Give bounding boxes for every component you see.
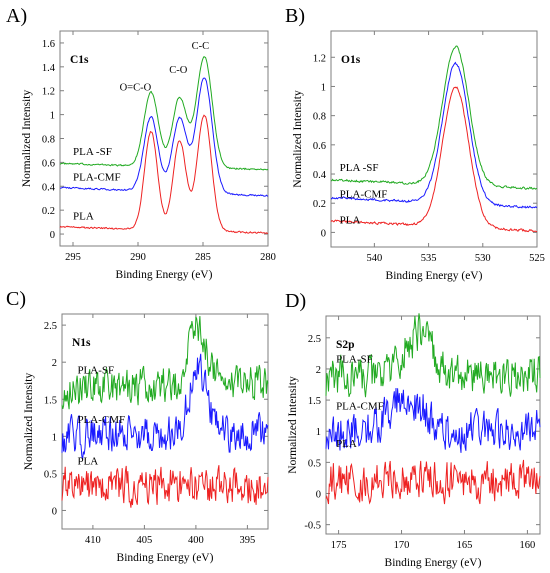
panel-label: C) [6, 288, 26, 310]
x-tick-label: 290 [130, 252, 146, 263]
x-tick-label: 165 [457, 540, 473, 551]
y-tick-label: 1.5 [308, 396, 321, 407]
y-tick-label: 0.4 [313, 170, 327, 181]
series-label: PLA-SF [77, 364, 114, 376]
y-tick-label: 1.4 [42, 63, 56, 74]
chart-title: S2p [336, 339, 355, 351]
y-axis-label: Normalized Intensity [292, 90, 304, 188]
x-tick-label: 530 [475, 253, 491, 264]
series-line-red [330, 86, 538, 233]
series-line-blue [61, 353, 269, 460]
series-line-red [325, 459, 541, 505]
series-label: PLA [77, 456, 98, 468]
chart-title: N1s [72, 337, 91, 349]
y-tick-label: 0.6 [42, 158, 55, 169]
panel-label: A) [6, 5, 27, 27]
chart-panel-2: B) 0 0.2 0.4 0.6 0.8 1 1.2 540 535 530 525 Binding E… [285, 5, 545, 282]
series-label: PLA-CMF [73, 171, 121, 183]
x-tick-label: 170 [394, 540, 410, 551]
x-axis-label: Binding Energy (eV) [116, 269, 213, 281]
x-tick-label: 405 [137, 535, 153, 546]
peak-label: C-C [192, 41, 210, 52]
y-tick-label: 1.5 [44, 395, 57, 406]
chart-panel-4: D) -0.5 0 0.5 1 1.5 2 2.5 175 170 165 160 Binding En… [285, 290, 541, 569]
series-line-blue [59, 77, 269, 197]
x-axis-label: Binding Energy (eV) [385, 557, 482, 569]
x-tick-label: 160 [520, 540, 536, 551]
y-tick-label: 0.5 [308, 458, 321, 469]
series-label: PLA -SF [73, 146, 112, 158]
series-label: PLA-CMF [336, 400, 384, 412]
series-line-red [59, 114, 269, 234]
chart-title: O1s [341, 54, 361, 66]
series-label: PLA [73, 211, 94, 223]
chart-panel-1: A) 0 0.2 0.4 0.6 0.8 1 1.2 1.4 1.6 295 290 285 280 Bin… [6, 5, 276, 281]
y-tick-label: 1 [316, 427, 321, 438]
y-tick-label: 0.2 [42, 206, 55, 217]
x-axis-label: Binding Energy (eV) [117, 552, 214, 564]
y-tick-label: 0 [52, 506, 57, 517]
x-tick-label: 400 [188, 535, 204, 546]
y-tick-label: -0.5 [304, 521, 321, 532]
y-tick-label: 0 [316, 490, 321, 501]
y-tick-label: 0.6 [313, 141, 326, 152]
series-label: PLA-CMF [340, 188, 388, 200]
x-tick-label: 535 [421, 253, 437, 264]
x-tick-label: 525 [529, 253, 545, 264]
x-tick-label: 410 [85, 535, 101, 546]
series-label: PLA-CMF [77, 414, 125, 426]
y-tick-label: 0.2 [313, 199, 326, 210]
peak-label: O=C-O [120, 83, 152, 94]
panel-label: D) [285, 290, 306, 312]
y-tick-label: 2 [52, 358, 57, 369]
series-line-blue [330, 61, 538, 209]
x-tick-label: 395 [240, 535, 256, 546]
plot-frame [61, 313, 269, 530]
y-axis-label: Normalized Intensity [21, 90, 33, 188]
series-line-green [325, 313, 541, 398]
series-label: PLA-SF [336, 354, 373, 366]
x-axis-label: Binding Energy (eV) [386, 270, 483, 282]
y-tick-label: 1.2 [42, 87, 55, 98]
y-tick-label: 1 [321, 82, 326, 93]
x-tick-label: 175 [331, 540, 347, 551]
peak-label: C-O [169, 65, 188, 76]
y-tick-label: 1 [50, 111, 55, 122]
series-line-red [61, 465, 269, 508]
y-tick-label: 1 [52, 432, 57, 443]
y-tick-label: 1.6 [42, 39, 55, 50]
series-line-green [330, 45, 538, 191]
x-tick-label: 280 [260, 252, 276, 263]
y-tick-label: 2 [316, 365, 321, 376]
plot-frame [330, 30, 538, 248]
chart-panel-3: C) 0 0.5 1 1.5 2 2.5 410 405 400 395 Binding Energy… [6, 288, 269, 564]
y-tick-label: 0.4 [42, 182, 56, 193]
series-line-blue [325, 387, 541, 453]
y-axis-label: Normalized Intensity [287, 376, 299, 474]
x-tick-label: 540 [366, 253, 382, 264]
series-line-green [59, 56, 269, 171]
series-label: PLA [340, 215, 361, 227]
y-tick-label: 0.8 [42, 135, 55, 146]
chart-title: C1s [70, 54, 89, 66]
y-axis-label: Normalized Intensity [23, 373, 35, 471]
y-tick-label: 1.2 [313, 53, 326, 64]
series-label: PLA -SF [340, 162, 379, 174]
y-tick-label: 2.5 [44, 321, 57, 332]
x-tick-label: 285 [195, 252, 211, 263]
y-tick-label: 2.5 [308, 334, 321, 345]
panel-label: B) [285, 5, 305, 27]
series-line-green [61, 316, 269, 410]
x-tick-label: 295 [65, 252, 81, 263]
series-label: PLA [336, 438, 357, 450]
y-tick-label: 0.8 [313, 112, 326, 123]
y-tick-label: 0 [50, 230, 55, 241]
y-tick-label: 0.5 [44, 469, 57, 480]
y-tick-label: 0 [321, 228, 326, 239]
